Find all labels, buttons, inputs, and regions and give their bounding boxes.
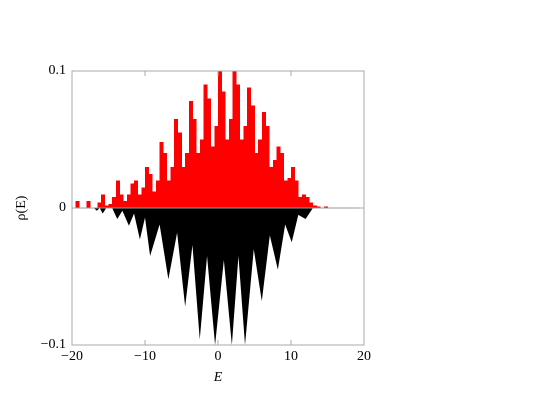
histogram-bar [104, 205, 109, 208]
histogram-bar [269, 166, 274, 208]
histogram-bar [101, 194, 106, 208]
histogram-bar [130, 183, 135, 208]
y-tick-label: 0.1 [49, 63, 67, 78]
area [72, 208, 364, 345]
histogram-bar [166, 180, 171, 208]
histogram-bar [305, 197, 310, 208]
histogram-bar [181, 166, 186, 208]
histogram-bar [247, 87, 252, 208]
histogram-bar [126, 194, 131, 208]
histogram-bar [265, 125, 270, 208]
histogram-bar [254, 153, 259, 208]
histogram-bar [323, 206, 328, 208]
histogram-bar [239, 139, 244, 208]
histogram-bar [316, 206, 321, 208]
histogram-bar [137, 194, 142, 208]
histogram-bar [301, 194, 306, 208]
x-tick-label: 10 [284, 349, 298, 364]
histogram-bar [228, 118, 233, 208]
histogram-bar [207, 98, 211, 208]
histogram-bar [276, 146, 281, 208]
histogram-bar [163, 153, 168, 208]
histogram-bar [108, 203, 113, 208]
x-tick-label: −10 [134, 349, 156, 364]
histogram-bar [236, 84, 241, 208]
histogram-bar [294, 180, 299, 208]
histogram-bar [159, 142, 164, 208]
histogram-bar [192, 118, 197, 208]
histogram-bar [123, 201, 128, 208]
histogram-bar [203, 84, 208, 208]
histogram-bar [250, 105, 255, 208]
histogram-bar [188, 101, 193, 208]
histogram-bar [145, 166, 149, 208]
histogram-bar [199, 139, 204, 208]
histogram-bar [112, 197, 117, 208]
histogram-bar [152, 191, 157, 208]
histogram-bar [134, 180, 138, 208]
histogram-bar [214, 125, 219, 208]
histogram-bar [218, 71, 222, 208]
y-axis-label: ρ(E) [14, 195, 29, 220]
histogram-bar [119, 194, 124, 208]
histogram-bar [232, 71, 237, 208]
histogram-bar [75, 201, 80, 208]
histogram-bar [225, 139, 230, 208]
histogram-bar [210, 146, 215, 208]
histogram-bar [148, 173, 153, 208]
histogram-bar [291, 166, 295, 208]
histogram-bar [174, 118, 179, 208]
histogram-bar [280, 153, 284, 208]
histogram-bar [221, 91, 226, 208]
histogram-bar [287, 177, 292, 208]
histogram-bar [261, 112, 266, 208]
histogram-bar [309, 202, 314, 208]
histogram-bar [155, 180, 160, 208]
histogram-bar [185, 153, 190, 208]
histogram-bar [177, 132, 182, 208]
histogram-bar [272, 160, 277, 208]
x-tick-label: 20 [357, 349, 371, 364]
y-tick-label: 0 [59, 200, 66, 215]
histogram-bar [283, 180, 288, 208]
x-tick-label: −20 [61, 349, 83, 364]
y-tick-label: −0.1 [41, 337, 66, 352]
histogram-bar [86, 201, 91, 208]
histogram-bar [243, 125, 248, 208]
histogram-bar [115, 180, 120, 208]
histogram-bar [196, 153, 201, 208]
histogram-bar [170, 166, 175, 208]
histogram-bar [141, 187, 146, 208]
histogram-bar [312, 205, 317, 208]
x-tick-label: 0 [215, 349, 222, 364]
histogram-bar [258, 139, 263, 208]
histogram-bar [97, 202, 102, 208]
x-axis-label: E [213, 370, 223, 385]
histogram-bar [298, 197, 303, 208]
